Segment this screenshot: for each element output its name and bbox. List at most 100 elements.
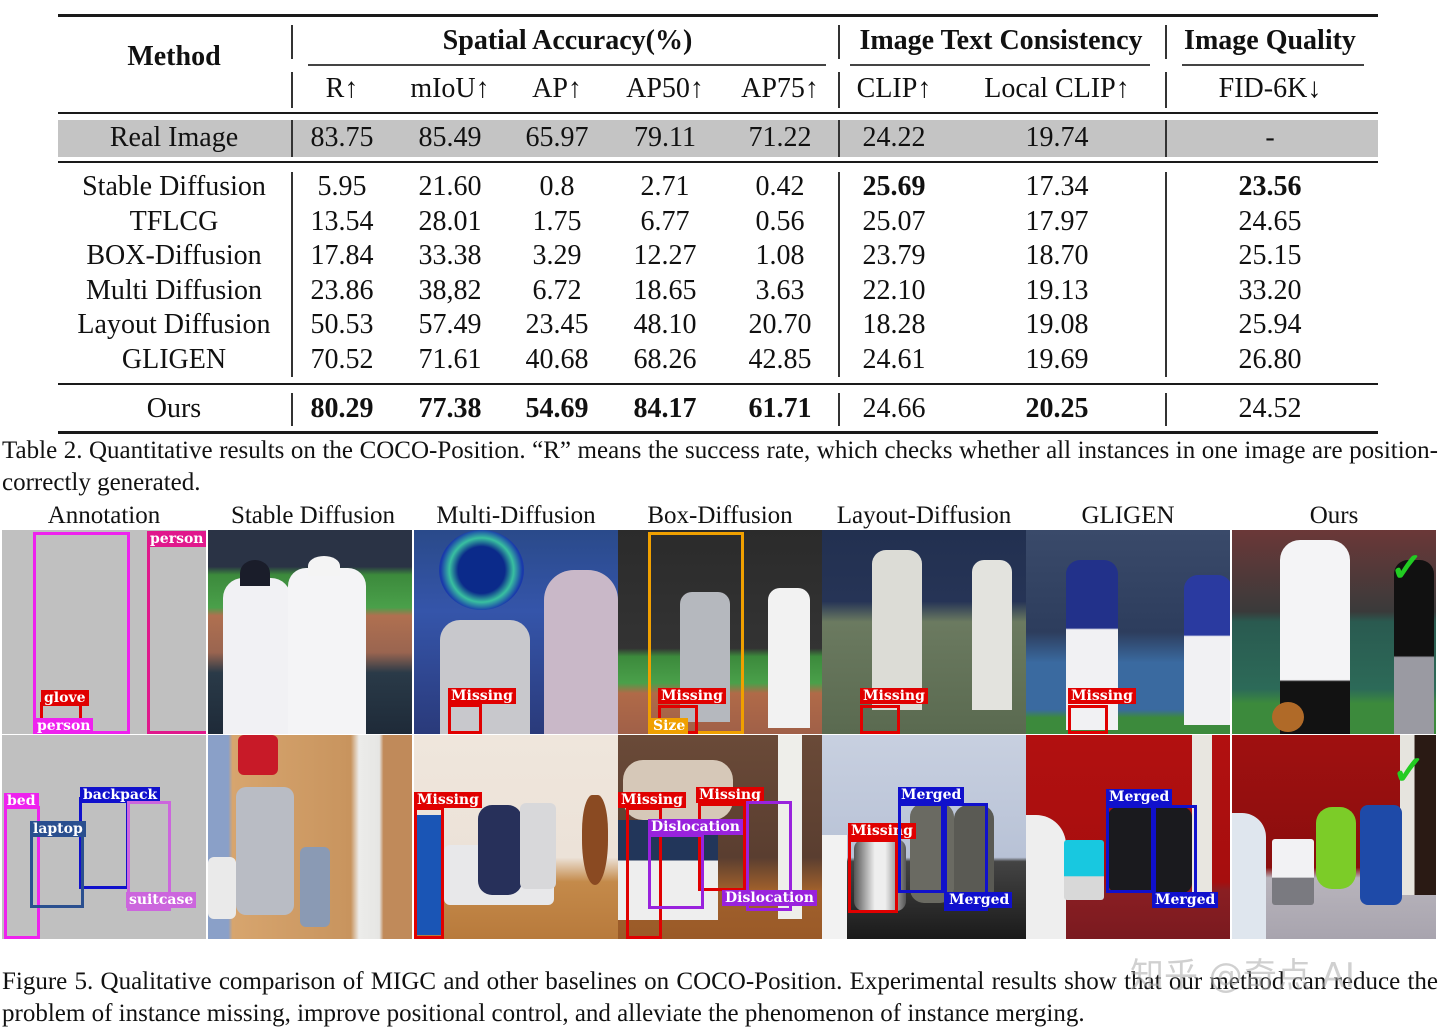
label-missing: Missing: [448, 688, 516, 704]
watermark: 知乎 @奇点 AI: [1130, 956, 1355, 996]
value-cell: 85.49: [418, 122, 482, 153]
gligen-image-1: Missing: [1026, 530, 1230, 734]
value-cell: 5.95: [317, 171, 367, 202]
guitar-shape: [582, 795, 608, 885]
col-header-ap75: AP75↑: [741, 73, 819, 104]
value-cell: 61.71: [748, 393, 812, 424]
method-cell: Ours: [146, 393, 202, 424]
col-layout-diffusion: Layout-Diffusion: [836, 502, 1012, 529]
person-figure: [1280, 540, 1350, 734]
player-figure: [1184, 575, 1230, 725]
value-cell: 65.97: [525, 122, 589, 153]
value-cell: 24.66: [862, 393, 926, 424]
person-figure: [972, 560, 1012, 710]
cap-shape: [240, 560, 270, 586]
layout-diffusion-image-2: Missing Merged Merged: [822, 735, 1026, 939]
col-box-diffusion: Box-Diffusion: [647, 502, 793, 529]
col-gligen: GLIGEN: [1081, 502, 1175, 529]
value-cell: 18.70: [1025, 240, 1089, 272]
value-cell: 18.65: [633, 274, 697, 306]
value-cell: 24.52: [1238, 393, 1302, 424]
value-cell: 22.10: [862, 274, 926, 306]
label-merged: Merged: [946, 892, 1013, 908]
value-cell: 77.38: [418, 393, 482, 424]
divider: [291, 172, 293, 377]
cap-shape: [308, 556, 340, 576]
suitcase-shape: [208, 857, 236, 919]
value-cell: 25.94: [1238, 309, 1302, 341]
stable-diffusion-image-2: [208, 735, 412, 939]
method-header: Method: [127, 41, 221, 72]
value-cell: 6.72: [532, 274, 582, 306]
value-cell: 3.63: [755, 274, 805, 306]
divider: [291, 120, 293, 157]
door-frame: [1400, 735, 1436, 895]
method-cell: TFLCG: [129, 205, 219, 237]
bbox-missing: [848, 839, 898, 913]
bbox-backpack: [79, 797, 129, 889]
suitcase-shape: [1108, 807, 1192, 893]
value-cell: -: [1265, 122, 1275, 153]
label-bed: bed: [4, 793, 39, 809]
value-cell: 17.34: [1025, 171, 1089, 202]
laptop-shape: [1272, 839, 1314, 905]
value-cell: 24.22: [862, 122, 926, 153]
table-top-rule: [58, 14, 1378, 17]
label-glove: glove: [41, 690, 89, 706]
value-cell: 17.97: [1025, 205, 1089, 237]
divider: [838, 120, 840, 157]
value-cell: 19.08: [1025, 309, 1089, 341]
glove-shape: [1272, 702, 1304, 732]
bbox-merged: [944, 803, 988, 911]
value-cell: 0.42: [755, 171, 805, 202]
value-cell: 1.75: [532, 205, 582, 237]
label-merged: Merged: [1106, 789, 1173, 805]
method-cell: GLIGEN: [121, 344, 227, 375]
label-missing: Missing: [860, 688, 928, 704]
value-cell: 25.07: [862, 205, 926, 237]
col-header-r: R↑: [325, 73, 359, 104]
label-merged: Merged: [1152, 892, 1219, 908]
divider: [838, 393, 840, 426]
divider: [1165, 120, 1167, 157]
value-cell: 25.15: [1238, 240, 1302, 272]
bed-shape: [1026, 815, 1066, 939]
value-cell: 50.53: [310, 309, 374, 341]
label-dislocation: Dislocation: [722, 890, 817, 906]
itc-underline: [850, 64, 1150, 66]
box-diffusion-image-2: Missing Missing Dislocation Dislocation: [618, 735, 822, 939]
real-image-rule: [58, 161, 1378, 163]
hat-shape: [439, 530, 524, 610]
multi-diffusion-image-1: Missing: [414, 530, 618, 734]
value-cell: 25.69: [862, 171, 926, 202]
col-header-clip: CLIP↑: [856, 73, 932, 104]
value-cell: 40.68: [525, 344, 589, 375]
bbox-merged: [1153, 805, 1197, 897]
label-backpack: backpack: [80, 787, 161, 803]
figure-caption: Figure 5. Qualitative comparison of MIGC…: [2, 968, 1438, 1027]
value-cell: 2.71: [640, 171, 690, 202]
divider: [1165, 172, 1167, 377]
divider: [838, 25, 840, 59]
col-multi-diffusion: Multi-Diffusion: [436, 502, 596, 529]
suitcase-shape: [520, 803, 556, 889]
value-cell: 54.69: [525, 393, 589, 424]
ours-rule: [58, 383, 1378, 385]
value-cell: 68.26: [633, 344, 697, 375]
ours-image-2: ✓: [1232, 735, 1436, 939]
bbox-dislocation: [746, 801, 792, 911]
value-cell: 71.22: [748, 122, 812, 153]
value-cell: 70.52: [310, 344, 374, 375]
value-cell: 1.08: [755, 240, 805, 272]
stable-diffusion-image-1: [208, 530, 412, 734]
value-cell: 6.77: [640, 205, 690, 237]
value-cell: 83.75: [310, 122, 374, 153]
image-text-consistency-header: Image Text Consistency: [859, 25, 1143, 56]
divider: [1165, 72, 1167, 108]
bbox-laptop: [30, 833, 84, 908]
value-cell: 12.27: [633, 240, 697, 272]
label-person: person: [34, 718, 94, 734]
person-figure: [544, 570, 618, 734]
label-missing: Missing: [414, 792, 482, 808]
layout-diffusion-image-1: Missing: [822, 530, 1026, 734]
